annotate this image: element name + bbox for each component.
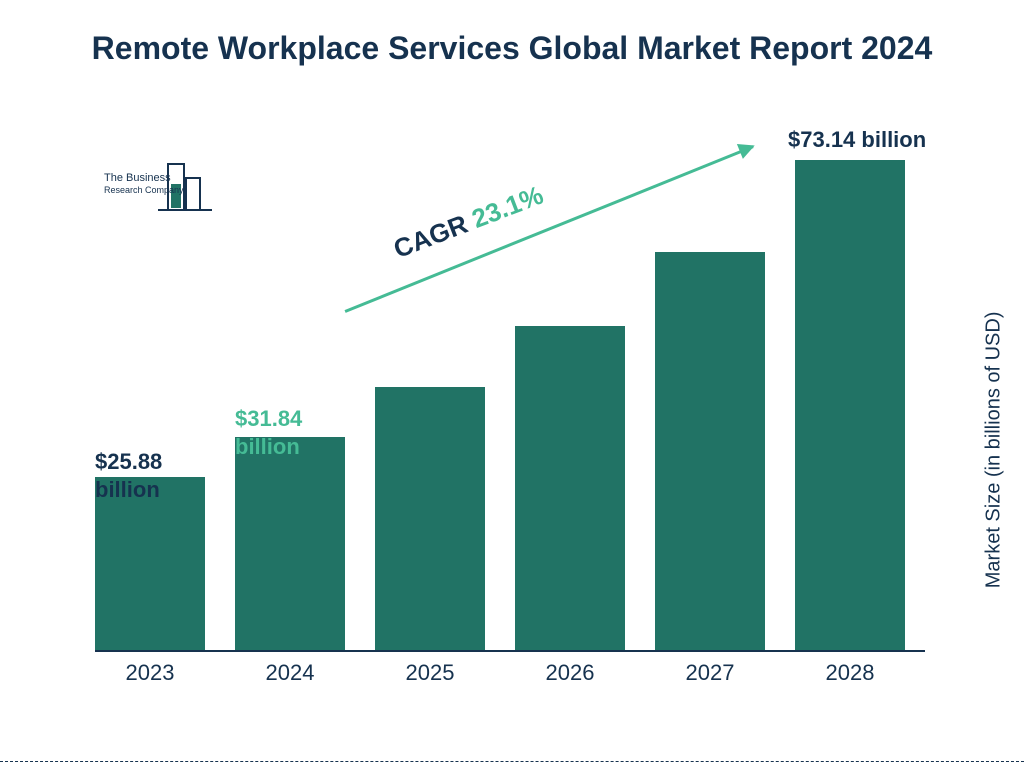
bar-2024	[235, 437, 345, 650]
value-label-2028: $73.14 billion	[788, 126, 948, 154]
cagr-label: CAGR 23.1%	[389, 180, 547, 265]
xlabel-2028: 2028	[795, 660, 905, 686]
cagr-pct: 23.1%	[468, 180, 548, 234]
xlabel-2024: 2024	[235, 660, 345, 686]
bar-2025	[375, 387, 485, 650]
bar-2028	[795, 160, 905, 650]
y-axis-label: Market Size (in billions of USD)	[983, 312, 1006, 589]
bottom-divider	[0, 761, 1024, 762]
value-label-2024: $31.84 billion	[235, 405, 355, 460]
bar-chart: CAGR 23.1% 2023 2024 2025 2026 2027 2028 $25.…	[95, 150, 925, 690]
chart-canvas: Remote Workplace Services Global Market …	[0, 0, 1024, 768]
value-label-2023: $25.88 billion	[95, 448, 215, 503]
xlabel-2025: 2025	[375, 660, 485, 686]
xlabel-2026: 2026	[515, 660, 625, 686]
x-axis-baseline	[95, 650, 925, 652]
bar-2026	[515, 326, 625, 650]
cagr-prefix: CAGR	[389, 209, 471, 264]
xlabel-2027: 2027	[655, 660, 765, 686]
xlabel-2023: 2023	[95, 660, 205, 686]
chart-title: Remote Workplace Services Global Market …	[0, 28, 1024, 68]
bar-2027	[655, 252, 765, 650]
